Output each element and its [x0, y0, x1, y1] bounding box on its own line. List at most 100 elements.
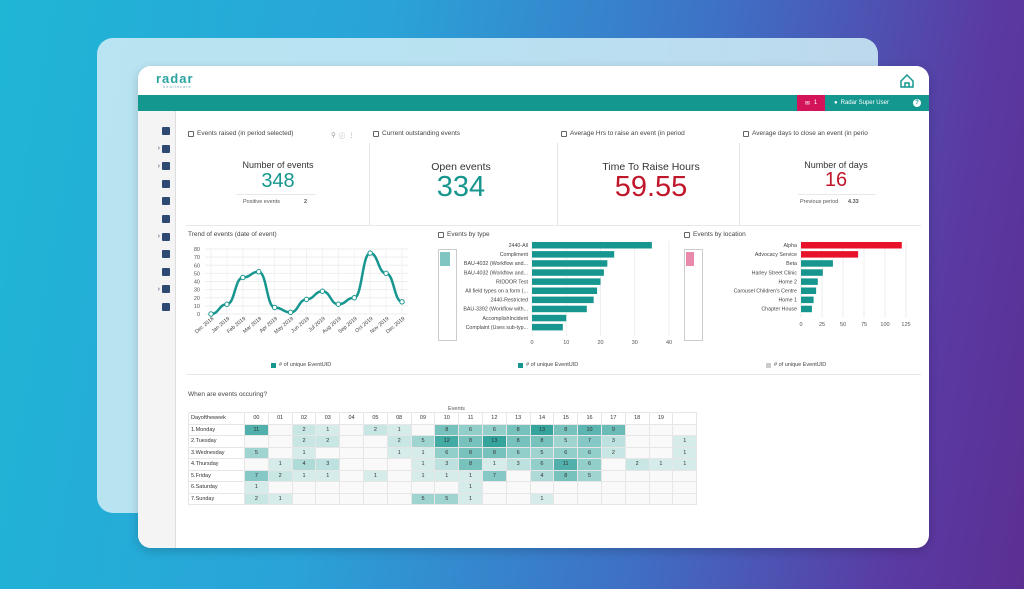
sidebar-item[interactable] — [146, 178, 170, 190]
heatmap-cell[interactable] — [672, 423, 698, 436]
heatmap-cell[interactable]: 12 — [434, 435, 460, 448]
heatmap-cell[interactable]: 6 — [577, 446, 602, 459]
heatmap-cell[interactable]: 3 — [434, 458, 460, 471]
heatmap-cell[interactable] — [244, 435, 269, 448]
heatmap-cell[interactable]: 3 — [505, 458, 531, 471]
heatmap-cell[interactable] — [672, 492, 698, 505]
heatmap-cell[interactable] — [600, 481, 626, 494]
heatmap-cell[interactable] — [315, 481, 341, 494]
heatmap-cell[interactable]: 5 — [529, 446, 555, 459]
heatmap-cell[interactable]: 6 — [577, 458, 602, 471]
heatmap-cell[interactable] — [362, 458, 388, 471]
heatmap-cell[interactable] — [339, 492, 364, 505]
heatmap-cell[interactable]: 8 — [458, 458, 483, 471]
heatmap-cell[interactable]: 8 — [458, 446, 483, 459]
heatmap-cell[interactable] — [672, 469, 698, 482]
heatmap-cell[interactable]: 1 — [672, 458, 698, 471]
heatmap-cell[interactable] — [648, 446, 674, 459]
heatmap-cell[interactable]: 1 — [458, 469, 483, 482]
heatmap-cell[interactable]: 8 — [481, 446, 507, 459]
heatmap-cell[interactable] — [624, 481, 650, 494]
heatmap-cell[interactable]: 1 — [386, 446, 412, 459]
more-icon[interactable]: ⋮ — [348, 132, 355, 139]
heatmap-cell[interactable] — [386, 458, 412, 471]
heatmap-cell[interactable]: 1 — [410, 469, 436, 482]
heatmap-cell[interactable]: 1 — [672, 435, 698, 448]
heatmap-cell[interactable] — [624, 492, 650, 505]
heatmap-cell[interactable] — [339, 481, 364, 494]
heatmap-cell[interactable] — [386, 481, 412, 494]
heatmap-cell[interactable] — [505, 481, 531, 494]
by-type-scroll-navigator[interactable] — [438, 249, 457, 341]
sidebar-item[interactable]: › — [146, 160, 170, 172]
heatmap-cell[interactable] — [505, 469, 531, 482]
messages-button[interactable]: ✉ 1 — [797, 95, 825, 111]
heatmap-cell[interactable]: 6 — [505, 446, 531, 459]
heatmap-cell[interactable]: 5 — [577, 469, 602, 482]
heatmap-cell[interactable]: 1 — [386, 423, 412, 436]
heatmap-cell[interactable]: 1 — [481, 458, 507, 471]
heatmap-cell[interactable] — [244, 458, 269, 471]
heatmap-cell[interactable]: 8 — [458, 435, 483, 448]
user-menu[interactable]: ● Radar Super User — [834, 95, 889, 111]
sidebar-item[interactable] — [146, 266, 170, 278]
heatmap-cell[interactable] — [481, 492, 507, 505]
heatmap-cell[interactable] — [362, 446, 388, 459]
heatmap-cell[interactable] — [648, 469, 674, 482]
pin-icon[interactable]: ⚲ — [331, 132, 336, 139]
heatmap-cell[interactable]: 1 — [458, 492, 483, 505]
heatmap-cell[interactable]: 1 — [672, 446, 698, 459]
heatmap-cell[interactable] — [267, 423, 293, 436]
heatmap-cell[interactable]: 1 — [648, 458, 674, 471]
sidebar-item[interactable]: › — [146, 143, 170, 155]
heatmap-cell[interactable] — [505, 492, 531, 505]
heatmap-cell[interactable]: 8 — [553, 469, 579, 482]
heatmap-cell[interactable] — [315, 492, 341, 505]
heatmap-cell[interactable]: 11 — [244, 423, 269, 436]
heatmap-cell[interactable]: 6 — [481, 423, 507, 436]
heatmap-cell[interactable]: 8 — [529, 435, 555, 448]
heatmap-cell[interactable]: 13 — [481, 435, 507, 448]
heatmap-cell[interactable]: 1 — [267, 492, 293, 505]
heatmap-cell[interactable]: 11 — [553, 458, 579, 471]
heatmap-cell[interactable]: 1 — [410, 446, 436, 459]
heatmap-cell[interactable]: 1 — [291, 446, 317, 459]
info-icon[interactable]: ⓘ — [338, 133, 346, 140]
heatmap-cell[interactable]: 3 — [315, 458, 341, 471]
heatmap-cell[interactable]: 13 — [529, 423, 555, 436]
heatmap-cell[interactable]: 8 — [505, 423, 531, 436]
heatmap-cell[interactable]: 6 — [529, 458, 555, 471]
heatmap-cell[interactable]: 2 — [315, 435, 341, 448]
heatmap-cell[interactable]: 5 — [410, 492, 436, 505]
heatmap-cell[interactable]: 7 — [244, 469, 269, 482]
heatmap-cell[interactable] — [577, 492, 602, 505]
heatmap-cell[interactable]: 1 — [458, 481, 483, 494]
sidebar-item[interactable] — [146, 213, 170, 225]
heatmap-cell[interactable]: 1 — [315, 469, 341, 482]
heatmap-cell[interactable] — [362, 481, 388, 494]
heatmap-cell[interactable] — [600, 469, 626, 482]
heatmap-cell[interactable] — [386, 492, 412, 505]
heatmap-cell[interactable]: 9 — [600, 423, 626, 436]
sidebar-item[interactable] — [146, 301, 170, 313]
heatmap-cell[interactable]: 1 — [315, 423, 341, 436]
sidebar-item[interactable] — [146, 248, 170, 260]
heatmap-cell[interactable] — [648, 435, 674, 448]
heatmap-cell[interactable]: 4 — [291, 458, 317, 471]
home-icon[interactable] — [899, 73, 915, 89]
heatmap-cell[interactable] — [339, 435, 364, 448]
heatmap-cell[interactable] — [267, 435, 293, 448]
heatmap-cell[interactable] — [315, 446, 341, 459]
sidebar-item[interactable] — [146, 125, 170, 137]
heatmap-cell[interactable]: 5 — [553, 435, 579, 448]
heatmap-cell[interactable]: 1 — [362, 469, 388, 482]
heatmap-cell[interactable] — [410, 481, 436, 494]
heatmap-cell[interactable]: 6 — [434, 446, 460, 459]
heatmap-cell[interactable] — [291, 481, 317, 494]
help-icon[interactable]: ? — [913, 99, 921, 107]
heatmap-cell[interactable] — [553, 481, 579, 494]
heatmap-cell[interactable]: 2 — [362, 423, 388, 436]
heatmap-cell[interactable] — [648, 481, 674, 494]
heatmap-cell[interactable]: 5 — [410, 435, 436, 448]
heatmap-cell[interactable] — [624, 423, 650, 436]
